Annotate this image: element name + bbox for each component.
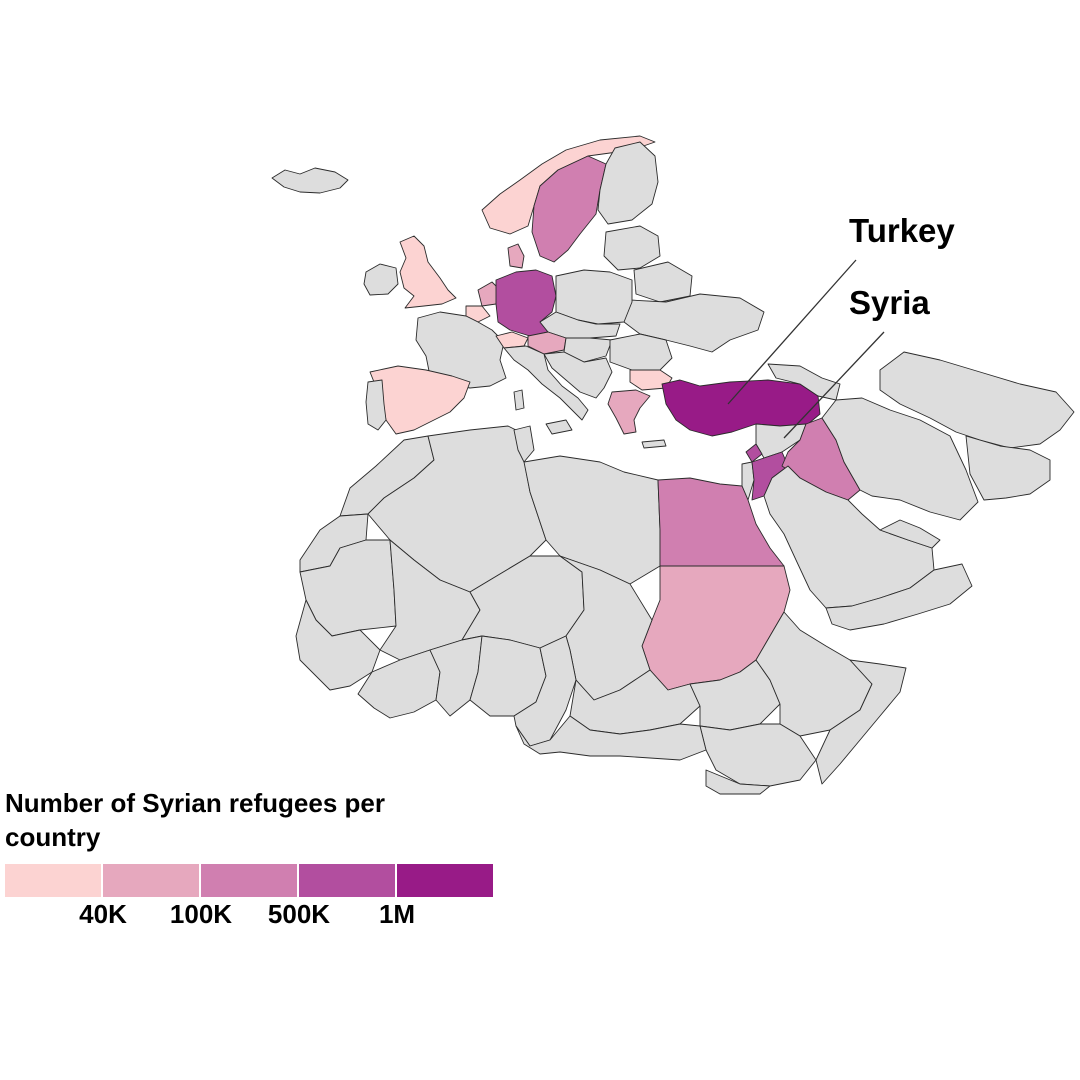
legend-swatch-4	[299, 864, 395, 897]
crete	[641, 439, 667, 449]
syria-leader-line	[783, 331, 885, 439]
legend-tick-1m: 1M	[378, 899, 416, 929]
turkey-leader-line	[727, 259, 857, 405]
iran	[821, 397, 979, 521]
tanzania-north	[705, 769, 771, 795]
baltic-states	[603, 225, 661, 271]
region-switzerland	[495, 331, 529, 349]
ivory-coast-region	[357, 649, 441, 719]
finland	[597, 141, 659, 225]
legend-swatch-1	[5, 864, 101, 897]
romania	[609, 333, 673, 371]
italy	[503, 345, 589, 421]
legend-swatch-5	[397, 864, 493, 897]
portugal	[365, 379, 387, 431]
tunisia	[513, 425, 535, 463]
gulf-states	[879, 519, 941, 549]
region-sweden	[531, 155, 607, 263]
region-lebanon	[745, 443, 763, 463]
syria-label: Syria	[849, 284, 930, 321]
yemen	[825, 563, 973, 631]
legend-swatch-3	[201, 864, 297, 897]
senegal-region	[295, 599, 381, 691]
israel	[741, 461, 755, 501]
legend-tick-40k: 40K	[79, 899, 127, 929]
region-greece	[607, 389, 651, 435]
france	[415, 311, 507, 389]
central-asia	[879, 351, 1075, 449]
somalia	[815, 659, 907, 785]
legend-tick-100k: 100K	[169, 899, 233, 929]
legend-tick-500k: 500K	[267, 899, 331, 929]
balkans	[543, 351, 613, 399]
legend-title: Number of Syrian refugees per country	[5, 788, 385, 852]
region-belgium	[465, 305, 491, 323]
belarus	[633, 261, 693, 303]
legend-ticks: 40K 100K 500K 1M	[5, 897, 525, 937]
region-egypt	[657, 477, 785, 567]
legend: Number of Syrian refugees per country 40…	[5, 786, 525, 937]
sicily	[545, 419, 573, 435]
gabon-congo	[515, 715, 707, 761]
saudi-arabia	[763, 465, 935, 609]
legend-color-bar	[5, 864, 525, 897]
iceland	[271, 167, 349, 194]
sardinia	[513, 389, 525, 411]
legend-swatch-2	[103, 864, 199, 897]
ireland	[363, 263, 399, 296]
region-united-kingdom	[399, 235, 457, 309]
afghanistan	[965, 435, 1051, 501]
kenya	[699, 723, 817, 787]
turkey-label: Turkey	[849, 212, 955, 249]
region-denmark	[507, 243, 525, 269]
